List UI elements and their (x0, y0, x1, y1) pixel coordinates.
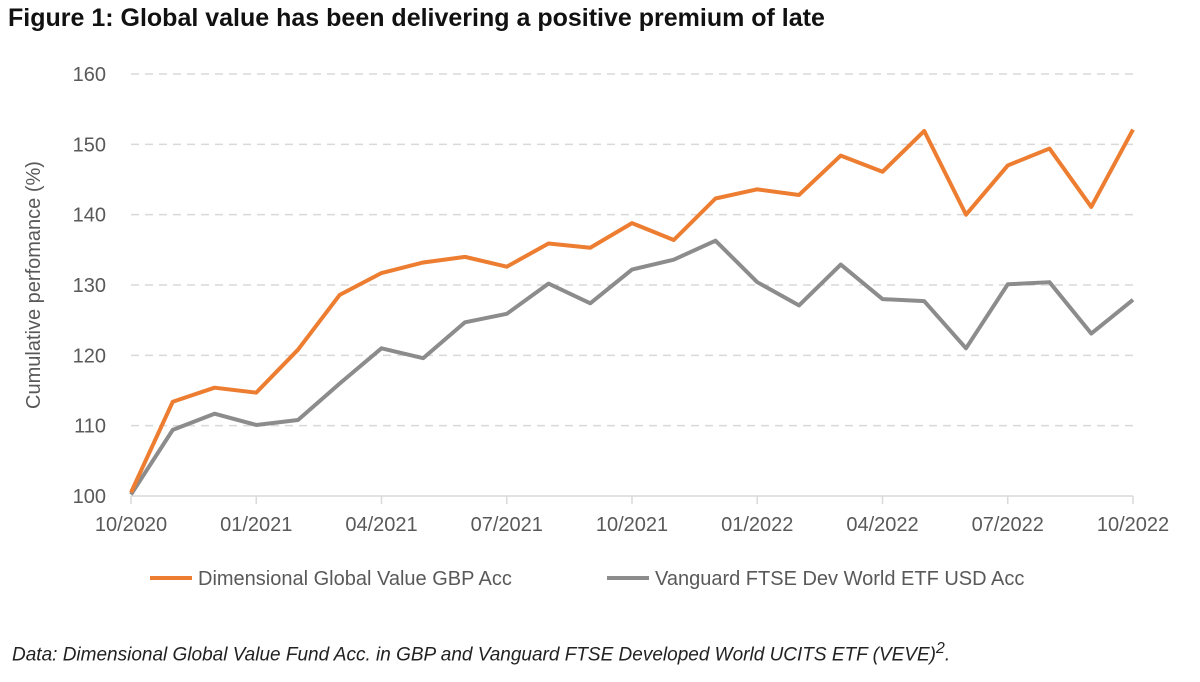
y-tick-label: 100 (73, 486, 106, 508)
footnote: Data: Dimensional Global Value Fund Acc.… (12, 640, 950, 666)
x-tick-label: 10/2020 (95, 514, 167, 536)
y-tick-label: 140 (73, 205, 106, 227)
y-axis-label: Cumulative perfomance (%) (23, 161, 45, 409)
y-tick-label: 160 (73, 64, 106, 86)
footnote-superscript: 2 (936, 640, 945, 657)
series-line (129, 128, 1135, 494)
x-tick-label: 01/2022 (721, 514, 793, 536)
y-tick-label: 150 (73, 134, 106, 156)
footnote-end: . (944, 644, 951, 666)
series-line (129, 238, 1135, 496)
x-tick-label: 01/2021 (220, 514, 292, 536)
y-tick-label: 110 (74, 416, 106, 438)
footnote-text: Data: Dimensional Global Value Fund Acc.… (12, 644, 937, 666)
legend-label: Vanguard FTSE Dev World ETF USD Acc (655, 568, 1024, 590)
y-tick-label: 130 (73, 275, 106, 297)
y-tick-label: 120 (73, 345, 106, 367)
x-tick-label: 07/2021 (471, 514, 543, 536)
x-tick-label: 04/2021 (345, 514, 417, 536)
legend-label: Dimensional Global Value GBP Acc (198, 568, 512, 590)
x-tick-label: 04/2022 (846, 514, 918, 536)
x-tick-label: 07/2022 (972, 514, 1044, 536)
chart-title: Figure 1: Global value has been deliveri… (8, 4, 825, 32)
x-tick-label: 10/2022 (1097, 514, 1169, 536)
x-tick-label: 10/2021 (596, 514, 668, 536)
line-chart: 100 110 120 130 140 150 160 10/2020 01/2021 04/20… (23, 64, 1169, 590)
